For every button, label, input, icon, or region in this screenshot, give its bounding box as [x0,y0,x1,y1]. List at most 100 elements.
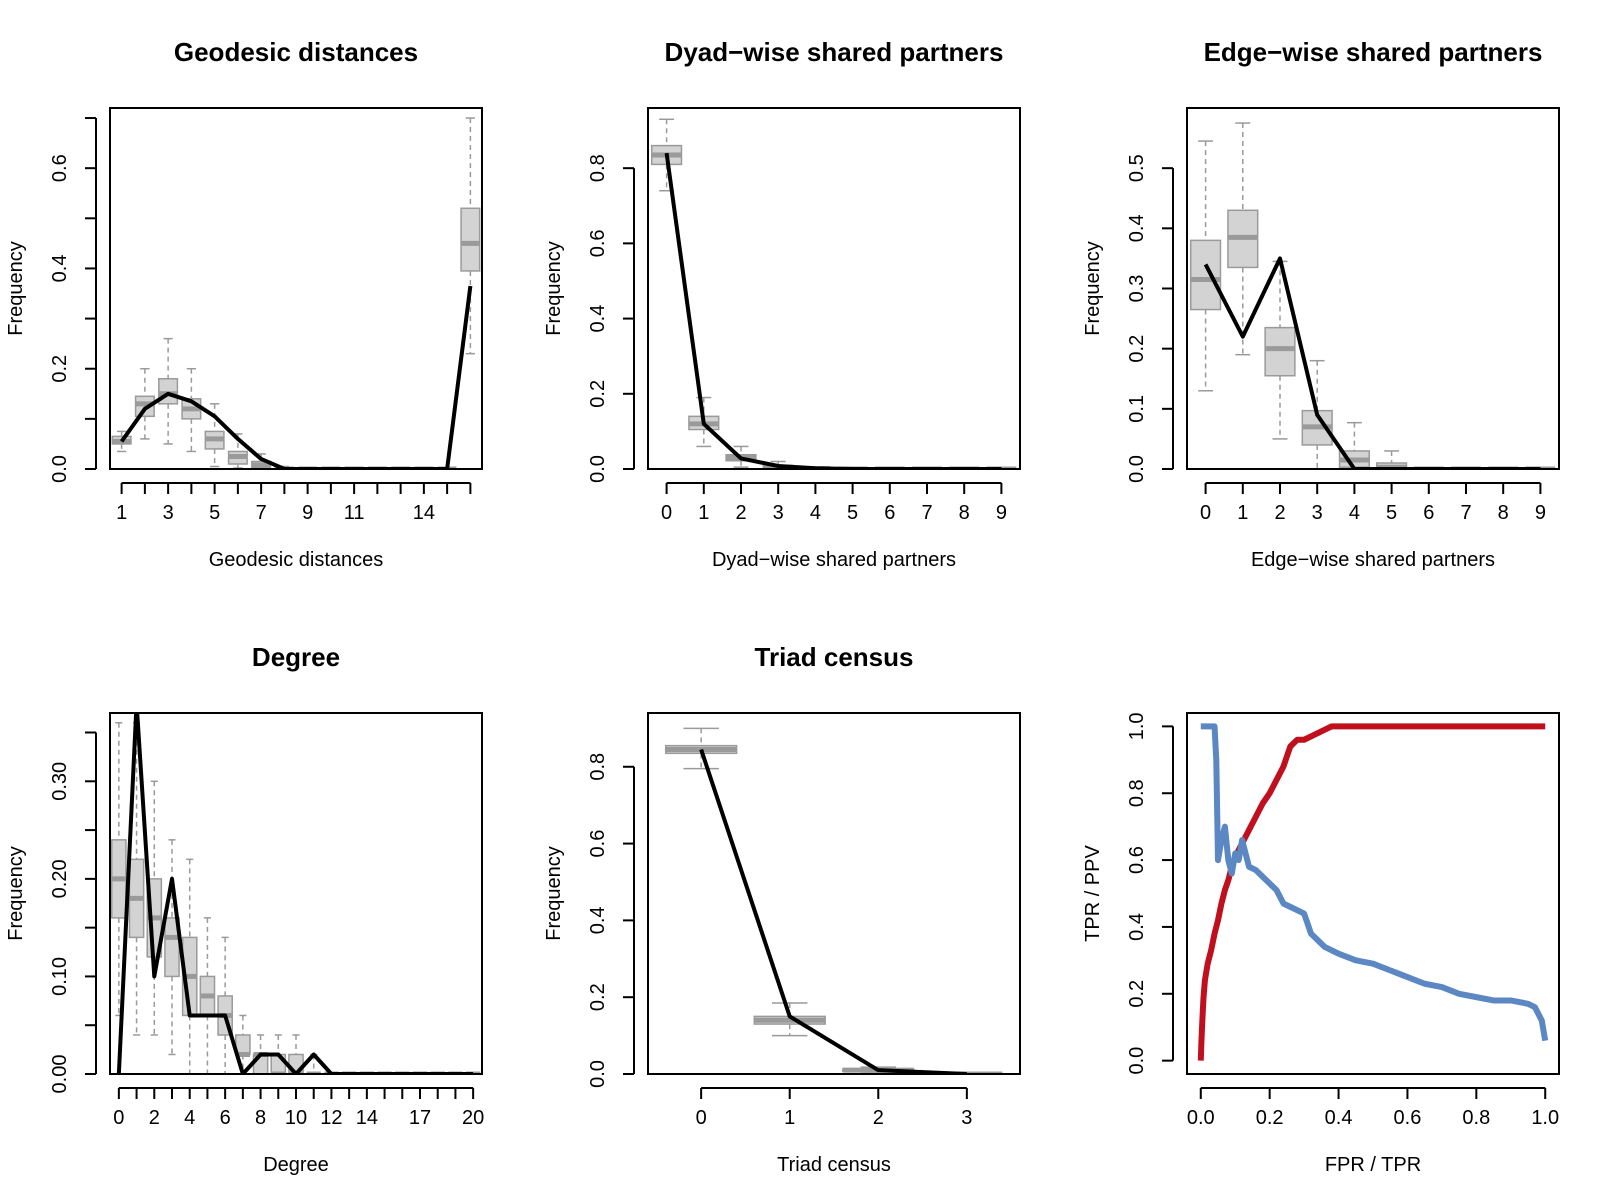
box-0 [664,727,738,770]
y-tick-label: 0.0 [49,455,71,483]
x-tick-label: 4 [184,1107,195,1129]
x-axis: 0 1 2 3 [696,1087,972,1129]
y-tick-label: 0.6 [587,229,609,257]
chart-panel-1: Geodesic distances 1 3 5 7 9 11 14 Geodesic dist… [5,37,483,571]
y-tick-label: 0.4 [587,906,609,934]
y-tick-label: 0.30 [49,762,71,801]
box-body [460,207,481,272]
x-tick-label: 3 [773,502,784,524]
x-tick-label: 20 [462,1107,484,1129]
x-axis: 1 3 5 7 9 11 14 [116,482,472,524]
plot-frame [1186,712,1560,1075]
chart-title: Geodesic distances [174,37,418,67]
x-tick-label: 2 [149,1107,160,1129]
y-tick-label: 0.2 [587,983,609,1011]
y-axis-label: Frequency [543,846,565,941]
y-axis-label: Frequency [1082,241,1104,336]
observed-line [116,713,474,1074]
box-6 [217,936,233,1074]
y-tick-label: 0.0 [1126,1047,1148,1075]
x-tick-label: 0 [696,1107,707,1129]
y-tick-label: 0.1 [1126,395,1148,423]
y-axis: 0.0 0.2 0.4 0.6 [49,117,97,483]
box-0 [111,722,127,1017]
y-tick-label: 0.3 [1126,275,1148,303]
x-tick-label: 0.4 [1325,1107,1353,1129]
x-tick-label: 1.0 [1531,1107,1559,1129]
box-7 [235,1014,251,1074]
x-tick-label: 7 [256,502,267,524]
plot-area [111,713,481,1074]
series-line-1 [1197,723,1546,1061]
y-tick-label: 0.0 [1126,455,1148,483]
chart-panel-5: Triad census 0 1 2 3 Triad census 0.0 0.2 0.4 0.6… [543,642,1021,1176]
box-5 [199,917,216,1074]
x-tick-label: 17 [409,1107,431,1129]
x-axis: 0.0 0.2 0.4 0.6 0.8 1.0 [1187,1087,1559,1129]
plot-frame [647,712,1021,1075]
plot-area [1189,122,1557,469]
x-tick-label: 0 [661,502,672,524]
x-tick-label: 7 [1460,502,1471,524]
x-tick-label: 0.6 [1394,1107,1422,1129]
chart-title: Triad census [755,642,914,672]
box-16 [460,117,481,355]
x-axis-label: Degree [263,1154,329,1176]
x-tick-label: 1 [116,502,127,524]
plot-area [664,727,1004,1074]
plot-frame [109,107,483,470]
y-tick-label: 0.2 [1126,980,1148,1008]
x-tick-label: 3 [961,1107,972,1129]
x-tick-label: 3 [163,502,174,524]
x-tick-label: 7 [921,502,932,524]
x-tick-label: 10 [285,1107,307,1129]
x-axis-label: Edge−wise shared partners [1251,549,1495,571]
y-tick-label: 0.6 [1126,846,1148,874]
observed-line [1203,256,1541,469]
x-tick-label: 2 [735,502,746,524]
box-body [1264,326,1296,377]
y-tick-label: 0.2 [587,380,609,408]
y-axis: 0.0 0.2 0.4 0.6 0.8 1.0 [1126,712,1174,1075]
x-tick-label: 0.2 [1256,1107,1284,1129]
observed-line [119,285,473,469]
box-body [134,395,155,418]
y-tick-label: 0.6 [587,830,609,858]
x-tick-label: 11 [344,502,365,524]
y-axis: 0.0 0.1 0.2 0.3 0.4 0.5 [1126,154,1174,483]
y-tick-label: 0.8 [1126,779,1148,807]
y-tick-label: 1.0 [1126,712,1148,740]
x-tick-label: 9 [302,502,313,524]
plot-area [650,118,1018,469]
y-axis-label: Frequency [543,241,565,336]
x-tick-label: 9 [996,502,1007,524]
box-5 [1375,450,1408,469]
x-tick-label: 3 [1312,502,1323,524]
y-tick-label: 0.2 [1126,335,1148,363]
y-tick-label: 0.4 [587,305,609,333]
box-2 [134,367,155,440]
plot-frame [1186,107,1560,470]
box-3 [164,839,180,1056]
box-4 [1338,421,1371,469]
x-axis-label: Geodesic distances [209,549,384,571]
x-tick-label: 8 [1498,502,1509,524]
plot-frame [109,712,483,1075]
y-tick-label: 0.5 [1126,154,1148,182]
y-axis: 0.0 0.2 0.4 0.6 0.8 [587,753,635,1088]
y-tick-label: 0.2 [49,355,71,383]
x-tick-label: 2 [1274,502,1285,524]
x-tick-label: 9 [1535,502,1546,524]
y-tick-label: 0.00 [49,1055,71,1094]
x-tick-label: 1 [1237,502,1248,524]
chart-title: Dyad−wise shared partners [665,37,1004,67]
x-tick-label: 5 [209,502,220,524]
x-tick-label: 6 [1423,502,1434,524]
x-tick-label: 4 [810,502,821,524]
plot-frame [647,107,1021,470]
x-tick-label: 1 [698,502,709,524]
x-axis: 0 2 4 6 8 10 12 14 17 20 [113,1087,484,1129]
plot-area [1197,723,1549,1061]
